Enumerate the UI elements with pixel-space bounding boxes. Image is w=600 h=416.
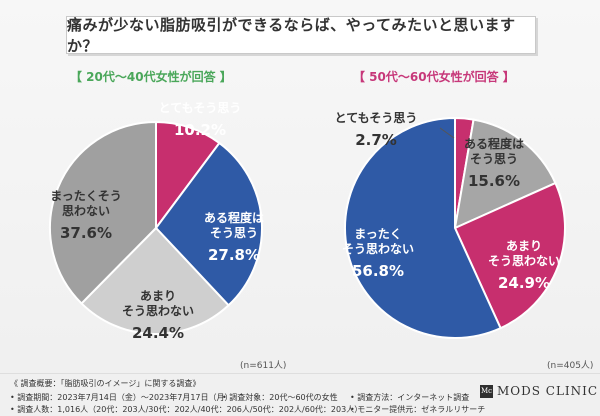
slice-value: 2.7%: [355, 131, 397, 149]
slice-value: 10.2%: [174, 121, 226, 139]
slice-label: そう思わない: [122, 304, 194, 318]
slice-value: 15.6%: [468, 172, 520, 190]
slice-label: まったくそう: [50, 189, 122, 203]
slice-value: 37.6%: [60, 224, 112, 242]
slice-label: そう思わない: [488, 254, 560, 268]
page-title: 痛みが少ない脂肪吸引ができるならば、やってみたいと思いますか？: [66, 16, 536, 55]
leader-line: [439, 127, 455, 139]
pie-slice: [453, 181, 566, 330]
pie-charts: とてもそう思う10.2%ある程度はそう思う27.8%あまりそう思わない24.4%…: [49, 101, 566, 342]
slice-value: 24.4%: [132, 324, 184, 342]
pie-slice: [344, 116, 502, 339]
survey-target: • 調査対象：20代〜60代の女性: [222, 393, 338, 402]
survey-heading: 《 調査概要：「脂肪吸引のイメージ」に関する調査》: [10, 379, 201, 388]
slice-label: そう思う: [470, 152, 518, 166]
pie-slice: [49, 120, 157, 305]
pie-slice: [453, 118, 557, 230]
slice-label: ある程度は: [204, 210, 264, 225]
survey-period: • 調査期間：2023年7月14日（金）〜2023年7月17日（月）: [10, 393, 233, 402]
slice-value: 24.9%: [498, 274, 550, 292]
left-sample-size: (n=611人): [240, 361, 287, 371]
pie-slice: [154, 141, 263, 307]
slice-label: 思わない: [62, 204, 110, 218]
slice-label: とてもそう思う: [335, 111, 418, 125]
right-chart-title: 【 50代〜60代女性が回答 】: [353, 70, 515, 84]
slice-label: あまり: [140, 289, 176, 303]
slice-label: とてもそう思う: [159, 101, 242, 115]
survey-method: • 調査方法：インターネット調査: [350, 393, 470, 402]
logo-text: MODS CLINIC: [497, 384, 599, 398]
slice-value: 56.8%: [352, 262, 404, 280]
slice-label: ある程度は: [464, 136, 524, 151]
slice-value: 27.8%: [208, 246, 260, 264]
logo-mark: Mc: [480, 384, 493, 398]
footer: [0, 373, 600, 416]
slice-label: まったく: [354, 227, 402, 241]
clinic-logo: Mc MODS CLINIC: [480, 384, 598, 398]
slice-label: あまり: [506, 239, 542, 253]
pie-slice: [80, 226, 230, 335]
survey-count: • 調査人数：1,016人（20代：203人/30代：202人/40代：206人…: [10, 405, 363, 414]
slice-label: そう思う: [210, 226, 258, 240]
right-sample-size: (n=405人): [547, 361, 594, 371]
survey-provider: • モニター提供元：ゼネラルリサーチ: [350, 405, 486, 414]
slice-label: そう思わない: [342, 242, 414, 256]
left-chart-title: 【 20代〜40代女性が回答 】: [70, 70, 232, 84]
